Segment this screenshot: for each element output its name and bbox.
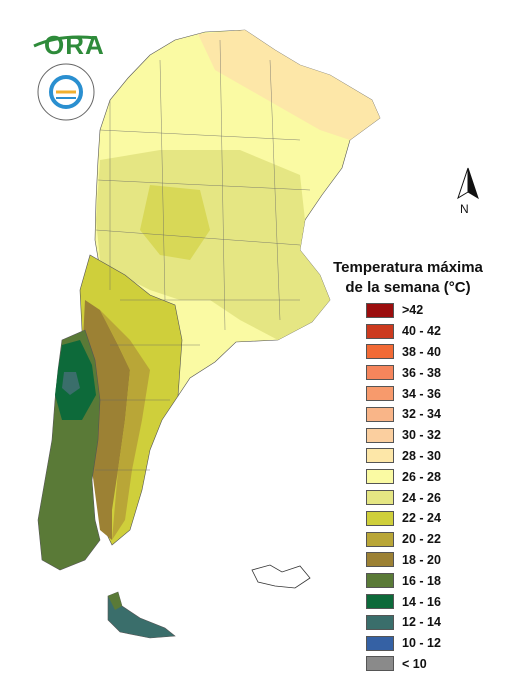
legend-title-line1: Temperatura máxima [333, 259, 483, 276]
legend-swatch [366, 552, 394, 568]
legend-label: 36 - 38 [402, 365, 441, 380]
legend-title-line2: de la semana (°C) [345, 279, 471, 296]
legend-label: 16 - 18 [402, 573, 441, 588]
legend-swatch [366, 635, 394, 651]
legend-swatch [366, 490, 394, 506]
legend-label: 38 - 40 [402, 344, 441, 359]
legend-label: 12 - 14 [402, 615, 441, 630]
legend-label: >42 [402, 303, 424, 318]
legend-swatch [366, 573, 394, 589]
ora-logo-swoosh [33, 35, 97, 48]
legend-item: 34 - 36 [366, 383, 441, 404]
north-label: N [460, 202, 469, 216]
legend-label: 14 - 16 [402, 594, 441, 609]
legend-item: 38 - 40 [366, 342, 441, 363]
ora-logo: ORA [44, 30, 105, 60]
legend-swatch [366, 531, 394, 547]
legend-label: < 10 [402, 656, 427, 671]
legend-label: 40 - 42 [402, 324, 441, 339]
legend-label: 32 - 34 [402, 407, 441, 422]
legend-item: 32 - 34 [366, 404, 441, 425]
legend-item: 20 - 22 [366, 529, 441, 550]
legend-item: 14 - 16 [366, 591, 441, 612]
legend-label: 34 - 36 [402, 386, 441, 401]
malvinas-islands [251, 564, 311, 589]
legend-label: 10 - 12 [402, 636, 441, 651]
legend-swatch [366, 323, 394, 339]
temperature-legend: >42 40 - 42 38 - 40 36 - 38 34 - 36 32 - 34 30… [366, 300, 441, 674]
region-tierra-del-fuego-north [108, 592, 122, 610]
legend-swatch [366, 510, 394, 526]
legend-item: 12 - 14 [366, 612, 441, 633]
legend-swatch [366, 302, 394, 318]
legend-label: 20 - 22 [402, 532, 441, 547]
north-arrow-icon [457, 167, 479, 200]
legend-label: 26 - 28 [402, 469, 441, 484]
legend-swatch [366, 365, 394, 381]
legend-item: 28 - 30 [366, 446, 441, 467]
legend-swatch [366, 386, 394, 402]
argentina-temperature-map [33, 29, 479, 639]
legend-swatch [366, 469, 394, 485]
legend-label: 30 - 32 [402, 428, 441, 443]
region-20-22 [100, 310, 150, 540]
legend-label: 22 - 24 [402, 511, 441, 526]
legend-swatch [366, 406, 394, 422]
legend-item: 26 - 28 [366, 466, 441, 487]
legend-item: 18 - 20 [366, 550, 441, 571]
legend-item: 30 - 32 [366, 425, 441, 446]
legend-label: 18 - 20 [402, 552, 441, 567]
region-northeast-cream [198, 30, 380, 140]
legend-swatch [366, 448, 394, 464]
legend-swatch [366, 614, 394, 630]
legend-item: 22 - 24 [366, 508, 441, 529]
legend-item: 10 - 12 [366, 633, 441, 654]
legend-swatch [366, 427, 394, 443]
province-boundaries [95, 39, 311, 471]
region-central-22-24 [140, 185, 210, 260]
legend-item: 40 - 42 [366, 321, 441, 342]
legend-item: >42 [366, 300, 441, 321]
legend-item: 24 - 26 [366, 487, 441, 508]
legend-label: 24 - 26 [402, 490, 441, 505]
legend-label: 28 - 30 [402, 448, 441, 463]
legend-item: 16 - 18 [366, 570, 441, 591]
smn-emblem-logo [37, 63, 95, 121]
legend-item: < 10 [366, 654, 441, 674]
legend-swatch [366, 594, 394, 610]
region-west-12-14 [62, 372, 80, 395]
legend-title: Temperatura máxima de la semana (°C) [322, 258, 494, 298]
legend-swatch [366, 344, 394, 360]
legend-item: 36 - 38 [366, 362, 441, 383]
legend-swatch [366, 656, 394, 672]
